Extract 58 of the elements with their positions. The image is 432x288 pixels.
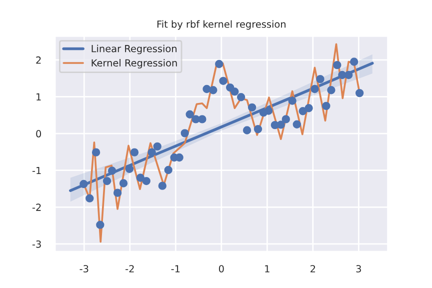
point bbox=[130, 148, 139, 156]
point bbox=[80, 180, 88, 188]
point bbox=[92, 148, 100, 156]
point bbox=[148, 148, 156, 156]
y-tick-label: -3 bbox=[32, 240, 41, 248]
point bbox=[292, 120, 301, 128]
x-tick-label: -3 bbox=[80, 265, 88, 272]
point bbox=[327, 86, 336, 94]
point bbox=[136, 174, 145, 182]
chart-title: Fit by rbf kernel regression bbox=[157, 20, 286, 30]
point bbox=[344, 70, 353, 80]
y-tick-label: -2 bbox=[32, 204, 41, 211]
point bbox=[230, 87, 239, 96]
point bbox=[215, 60, 224, 68]
point bbox=[355, 88, 364, 98]
point bbox=[158, 182, 166, 190]
point bbox=[96, 220, 104, 229]
point bbox=[310, 84, 319, 94]
point bbox=[322, 102, 330, 110]
point bbox=[316, 74, 324, 84]
point bbox=[219, 76, 228, 86]
point bbox=[242, 126, 252, 134]
point bbox=[248, 103, 256, 112]
point bbox=[254, 125, 262, 134]
point bbox=[350, 58, 358, 66]
point bbox=[209, 86, 218, 94]
point bbox=[276, 120, 285, 129]
y-tick-label: -1 bbox=[32, 166, 41, 174]
x-tick-label: -2 bbox=[126, 265, 134, 272]
point bbox=[236, 93, 246, 102]
y-tick-label: 1 bbox=[36, 93, 41, 100]
point bbox=[86, 194, 94, 202]
x-tick-label: 2 bbox=[310, 265, 316, 272]
point bbox=[180, 129, 189, 138]
point bbox=[288, 96, 296, 105]
point bbox=[186, 110, 194, 119]
x-tick-label: 1 bbox=[265, 265, 270, 272]
x-tick-label: 3 bbox=[356, 265, 361, 272]
point bbox=[125, 164, 134, 173]
point bbox=[164, 166, 172, 174]
point bbox=[198, 115, 206, 124]
point bbox=[282, 115, 290, 124]
point bbox=[119, 179, 128, 188]
x-tick-label: 0 bbox=[218, 265, 224, 272]
point bbox=[264, 106, 273, 115]
point bbox=[108, 166, 116, 175]
legend-label: Linear Regression bbox=[92, 44, 176, 54]
point bbox=[304, 104, 313, 112]
point bbox=[153, 142, 162, 151]
point bbox=[333, 60, 342, 70]
point bbox=[142, 176, 150, 186]
x-tick-label: -1 bbox=[171, 265, 180, 272]
y-tick-label: 0 bbox=[36, 130, 42, 138]
point bbox=[102, 176, 112, 186]
y-tick-label: 2 bbox=[36, 56, 41, 64]
legend-label: Kernel Regression bbox=[92, 59, 177, 68]
point bbox=[298, 106, 307, 116]
point bbox=[113, 188, 122, 197]
